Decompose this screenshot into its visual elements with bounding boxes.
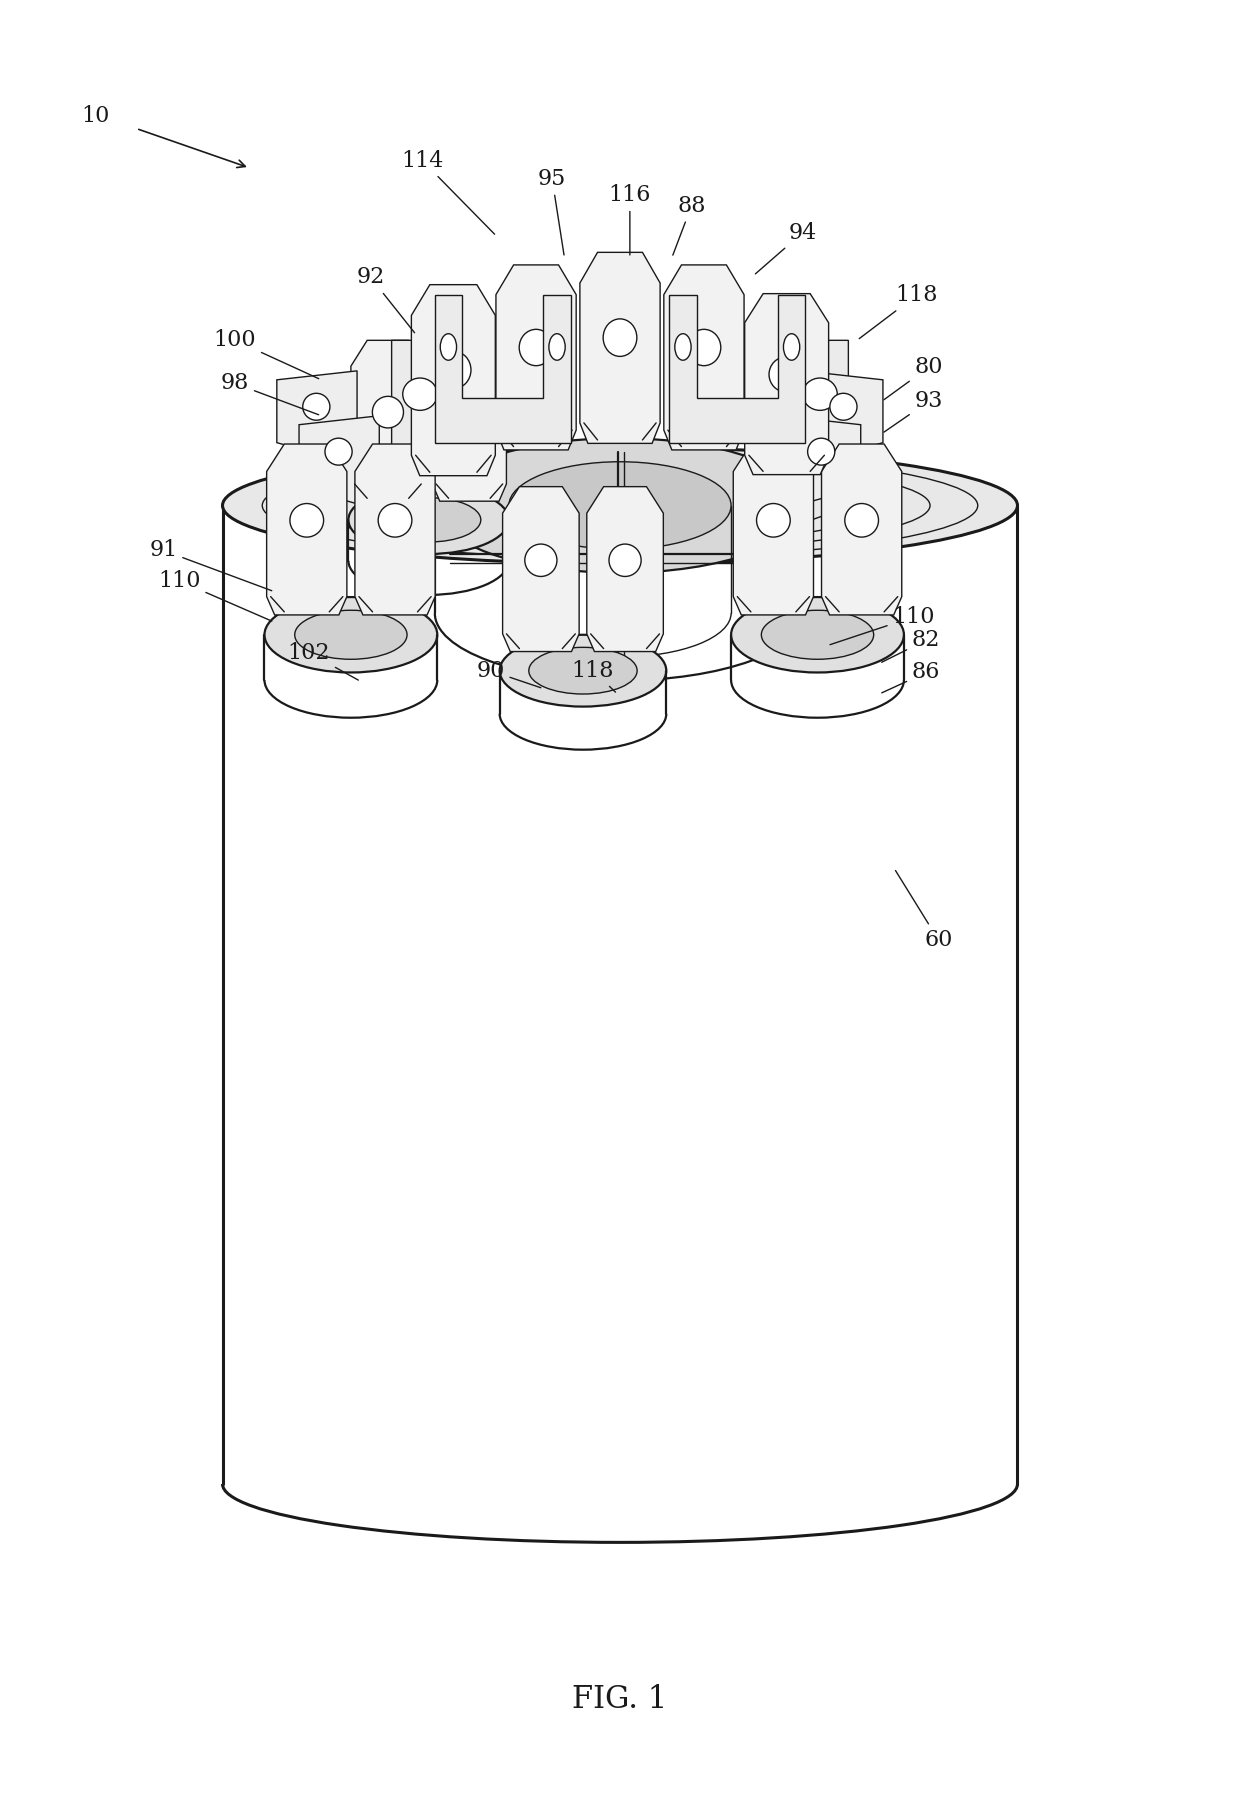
Ellipse shape xyxy=(802,378,837,411)
Text: 60: 60 xyxy=(895,870,952,951)
Text: 114: 114 xyxy=(402,149,495,234)
Ellipse shape xyxy=(500,634,666,706)
Ellipse shape xyxy=(222,447,1018,564)
Polygon shape xyxy=(580,252,660,443)
Polygon shape xyxy=(355,445,435,614)
Polygon shape xyxy=(663,265,744,450)
Text: 118: 118 xyxy=(859,285,937,339)
Ellipse shape xyxy=(520,330,553,366)
Ellipse shape xyxy=(675,333,691,360)
Polygon shape xyxy=(496,265,577,450)
Polygon shape xyxy=(392,340,458,461)
Ellipse shape xyxy=(378,504,412,537)
Ellipse shape xyxy=(769,357,805,393)
Ellipse shape xyxy=(377,497,481,542)
Polygon shape xyxy=(822,445,901,614)
Ellipse shape xyxy=(761,611,874,659)
Text: 90: 90 xyxy=(476,659,541,688)
Ellipse shape xyxy=(508,461,732,549)
Text: 94: 94 xyxy=(755,222,817,274)
Ellipse shape xyxy=(784,333,800,360)
Polygon shape xyxy=(267,445,347,614)
Ellipse shape xyxy=(528,647,637,693)
Polygon shape xyxy=(502,486,579,652)
Ellipse shape xyxy=(348,486,508,555)
Text: 100: 100 xyxy=(213,330,319,378)
Text: 86: 86 xyxy=(882,661,940,693)
Ellipse shape xyxy=(830,393,857,420)
Polygon shape xyxy=(433,340,506,501)
Ellipse shape xyxy=(807,438,835,465)
Text: 88: 88 xyxy=(673,195,706,256)
Text: 116: 116 xyxy=(609,184,651,256)
Text: 93: 93 xyxy=(884,391,942,432)
Ellipse shape xyxy=(264,598,438,672)
Ellipse shape xyxy=(844,504,878,537)
Ellipse shape xyxy=(732,598,904,672)
Ellipse shape xyxy=(372,396,403,429)
Ellipse shape xyxy=(303,393,330,420)
Text: 110: 110 xyxy=(830,605,935,645)
Text: 98: 98 xyxy=(221,373,319,414)
Ellipse shape xyxy=(756,504,790,537)
Ellipse shape xyxy=(609,544,641,576)
Ellipse shape xyxy=(687,330,720,366)
Polygon shape xyxy=(733,445,813,614)
Text: 110: 110 xyxy=(157,569,272,621)
Ellipse shape xyxy=(435,351,471,389)
Ellipse shape xyxy=(454,396,485,429)
Polygon shape xyxy=(745,294,828,475)
Polygon shape xyxy=(587,486,663,652)
Text: FIG. 1: FIG. 1 xyxy=(573,1684,667,1715)
Polygon shape xyxy=(299,416,379,506)
Polygon shape xyxy=(277,371,357,461)
Ellipse shape xyxy=(295,611,407,659)
Polygon shape xyxy=(782,340,848,461)
Ellipse shape xyxy=(549,333,565,360)
Polygon shape xyxy=(670,295,805,443)
Text: 92: 92 xyxy=(357,267,414,333)
Text: 82: 82 xyxy=(882,629,940,663)
Ellipse shape xyxy=(325,438,352,465)
Text: 118: 118 xyxy=(572,659,615,692)
Ellipse shape xyxy=(403,378,438,411)
Text: 10: 10 xyxy=(81,104,109,126)
Ellipse shape xyxy=(440,333,456,360)
Polygon shape xyxy=(780,416,861,506)
Ellipse shape xyxy=(290,504,324,537)
Polygon shape xyxy=(351,340,425,501)
Ellipse shape xyxy=(525,544,557,576)
Polygon shape xyxy=(802,371,883,461)
Polygon shape xyxy=(435,295,570,443)
Ellipse shape xyxy=(435,438,805,573)
Text: 95: 95 xyxy=(538,167,567,256)
Polygon shape xyxy=(412,285,495,475)
Text: 91: 91 xyxy=(149,538,272,591)
Text: 102: 102 xyxy=(288,641,358,681)
Text: 80: 80 xyxy=(884,357,942,400)
Ellipse shape xyxy=(603,319,637,357)
